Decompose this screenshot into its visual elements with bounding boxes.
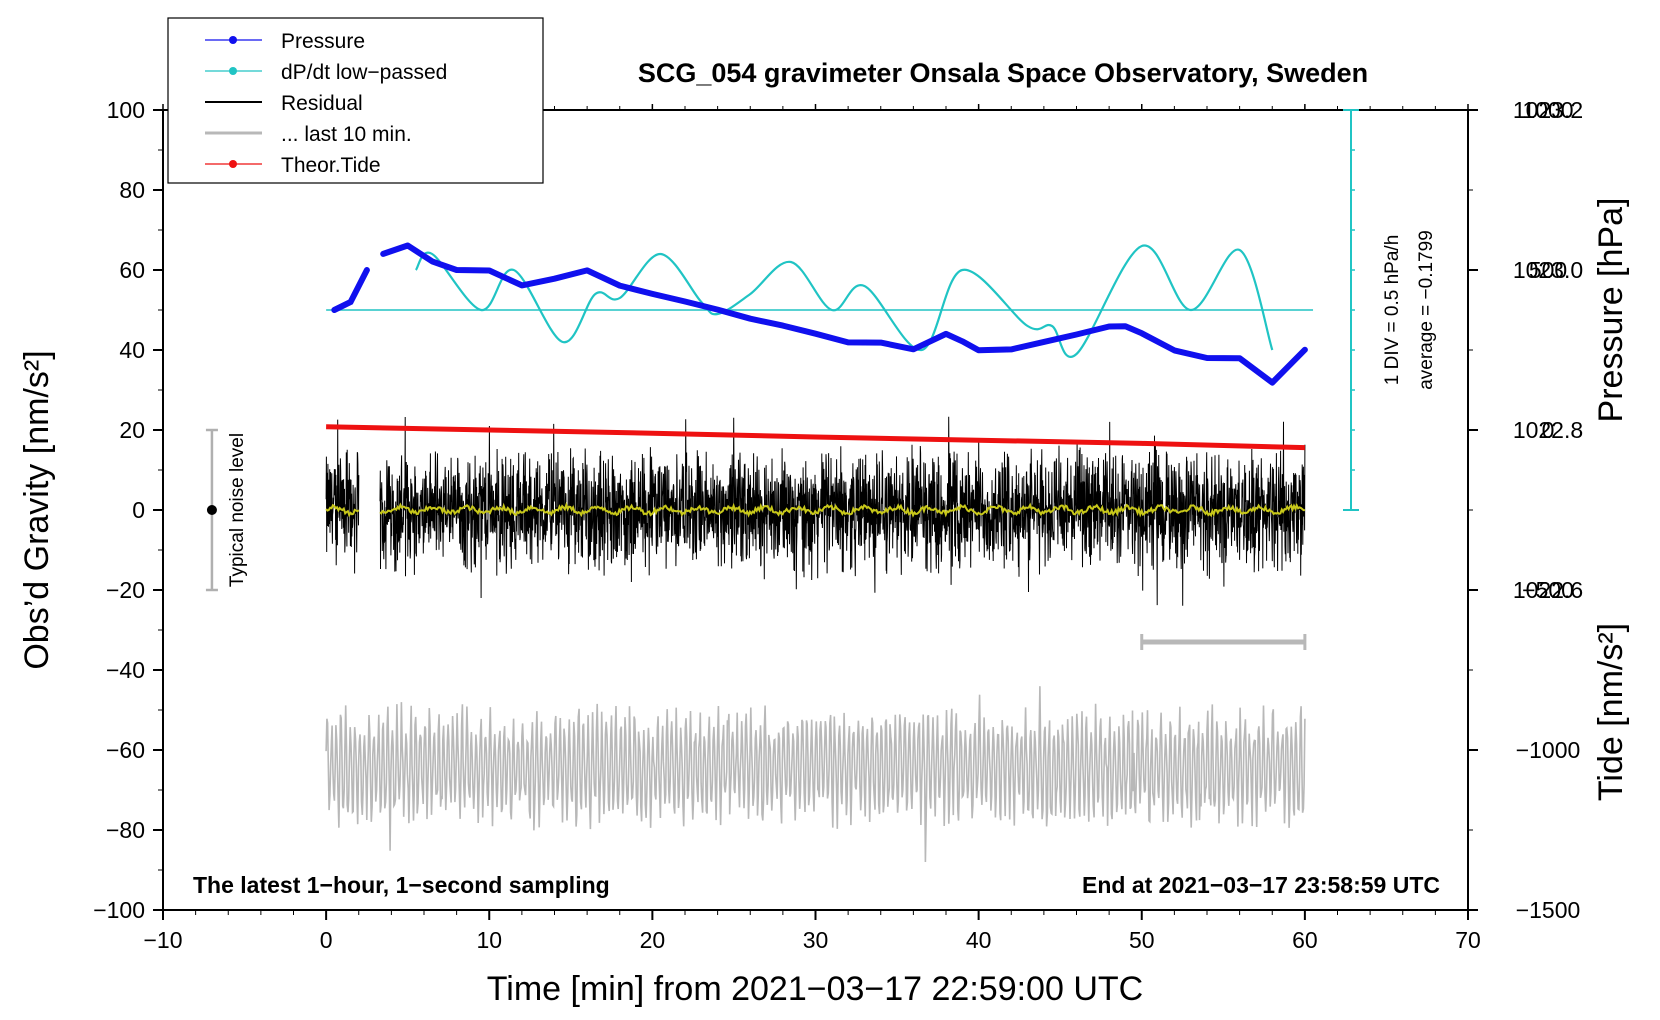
tide-tick-label: 500 bbox=[1529, 257, 1567, 283]
y-axis-title-left: Obs’d Gravity [nm/s²] bbox=[18, 350, 56, 669]
residual-line bbox=[325, 419, 360, 574]
pressure-tick-labels: 1023.2 1023.0 1022.8 1022.6 bbox=[1513, 97, 1583, 603]
legend: Pressure dP/dt low−passed Residual ... last… bbox=[167, 17, 544, 184]
tide-tick-label: −1500 bbox=[1516, 897, 1581, 923]
y-tick-label: 0 bbox=[132, 497, 145, 523]
dpdt-average-label: average = −0.1799 bbox=[1416, 230, 1437, 390]
legend-label: ... last 10 min. bbox=[281, 123, 412, 146]
y-tick-label: −60 bbox=[106, 737, 145, 763]
noise-indicator bbox=[205, 428, 218, 592]
x-tick-label: 40 bbox=[966, 927, 992, 953]
x-axis-title: Time [min] from 2021−03−17 22:59:00 UTC bbox=[487, 970, 1143, 1008]
tide-tick-label: −500 bbox=[1522, 577, 1574, 603]
x-tick-label: 30 bbox=[803, 927, 829, 953]
y-axis-title-pressure: Pressure [hPa] bbox=[1592, 198, 1630, 423]
x-tick-label: 10 bbox=[476, 927, 502, 953]
pressure-tick-label: 1023.0 bbox=[1513, 257, 1583, 283]
last-10-min-line bbox=[325, 686, 1306, 863]
sampling-note: The latest 1−hour, 1−second sampling bbox=[193, 872, 610, 898]
noise-center-dot bbox=[206, 505, 217, 515]
pressure-tick-label: 1023.2 bbox=[1513, 97, 1583, 123]
pressure-tick-label: 1022.6 bbox=[1513, 577, 1583, 603]
residual-series bbox=[325, 416, 1306, 606]
pressure-line bbox=[380, 242, 1308, 386]
dpdt-line bbox=[414, 244, 1274, 358]
x-tick-label: 60 bbox=[1292, 927, 1318, 953]
legend-label: Residual bbox=[281, 92, 363, 115]
y-tick-label: −100 bbox=[93, 897, 145, 923]
y-tick-label: −20 bbox=[106, 577, 145, 603]
y-tick-labels: 100 80 60 40 20 0 −20 −40 −60 −80 −100 bbox=[93, 97, 145, 923]
x-tick-label: 0 bbox=[320, 927, 333, 953]
legend-label: dP/dt low−passed bbox=[281, 61, 447, 84]
y-tick-label: 40 bbox=[119, 337, 145, 363]
tide-tick-label: 1000 bbox=[1522, 97, 1573, 123]
x-tick-label: 20 bbox=[640, 927, 666, 953]
y-tick-label: 20 bbox=[119, 417, 145, 443]
dpdt-series bbox=[326, 244, 1314, 358]
pressure-tick-label: 1022.8 bbox=[1513, 417, 1583, 443]
last-10-min-series bbox=[325, 634, 1307, 863]
residual-smoothed-line bbox=[379, 501, 1305, 518]
y-tick-label: −80 bbox=[106, 817, 145, 843]
dpdt-div-label: 1 DIV = 0.5 hPa/h bbox=[1382, 235, 1403, 386]
theor-tide-line bbox=[326, 424, 1305, 451]
chart-title: SCG_054 gravimeter Onsala Space Observat… bbox=[638, 58, 1368, 88]
tide-tick-label: −1000 bbox=[1516, 737, 1581, 763]
residual-smoothed-line bbox=[325, 503, 360, 518]
y-tick-label: 60 bbox=[119, 257, 145, 283]
y-tick-label: −40 bbox=[106, 657, 145, 683]
legend-marker bbox=[229, 160, 237, 168]
theor-tide-series bbox=[326, 424, 1305, 451]
legend-label: Theor.Tide bbox=[281, 154, 381, 177]
dpdt-scale-bar bbox=[1343, 109, 1359, 511]
y-tick-label: 80 bbox=[119, 177, 145, 203]
legend-marker bbox=[229, 36, 237, 44]
tide-tick-label: 0 bbox=[1542, 417, 1555, 443]
pressure-line bbox=[331, 267, 370, 313]
y-tick-label: 100 bbox=[107, 97, 145, 123]
x-tick-label: 50 bbox=[1129, 927, 1155, 953]
noise-level-label: Typical noise level bbox=[227, 433, 248, 587]
x-tick-label: 70 bbox=[1455, 927, 1481, 953]
pressure-series bbox=[331, 242, 1308, 386]
residual-line bbox=[379, 416, 1306, 606]
legend-box bbox=[167, 17, 544, 184]
tide-tick-labels: 1000 500 0 −500 −1000 −1500 bbox=[1516, 97, 1581, 923]
axis-ticks bbox=[153, 104, 1478, 920]
legend-marker bbox=[229, 67, 237, 75]
y-axis-title-tide: Tide [nm/s²] bbox=[1592, 623, 1630, 801]
end-time-note: End at 2021−03−17 23:58:59 UTC bbox=[1082, 872, 1440, 898]
legend-label: Pressure bbox=[281, 30, 365, 53]
x-tick-labels: −10 0 10 20 30 40 50 60 70 bbox=[143, 927, 1480, 953]
x-tick-label: −10 bbox=[143, 927, 182, 953]
